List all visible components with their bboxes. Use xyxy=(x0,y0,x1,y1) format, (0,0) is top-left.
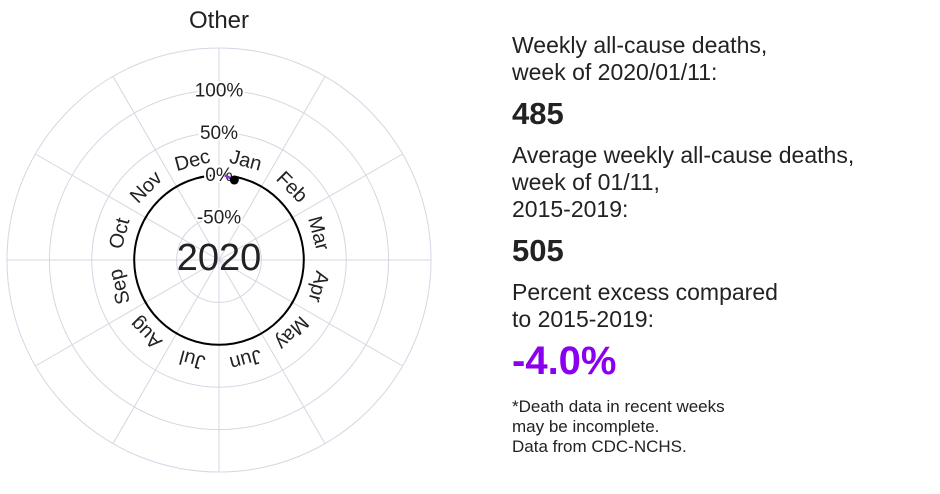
grid-spoke xyxy=(35,259,220,367)
info-panel: Weekly all-cause deaths, week of 2020/01… xyxy=(512,32,922,457)
month-label: Oct xyxy=(105,215,134,251)
center-year-label: 2020 xyxy=(177,237,262,279)
grid-ring xyxy=(6,47,432,473)
weekly-deaths-value: 485 xyxy=(512,96,564,131)
month-label: Aug xyxy=(126,312,167,353)
month-label: Sep xyxy=(105,267,135,307)
grid-spoke xyxy=(112,259,220,444)
radial-tick-label: 50% xyxy=(200,123,238,144)
data-footnote: *Death data in recent weeks may be incom… xyxy=(512,397,725,456)
average-deaths-label: Average weekly all-cause deaths, week of… xyxy=(512,142,855,222)
grid-spoke xyxy=(218,259,326,444)
average-deaths-value: 505 xyxy=(512,233,564,268)
grid-spoke xyxy=(218,153,403,261)
percent-excess-label: Percent excess compared to 2015-2019: xyxy=(512,279,778,332)
month-label: Mar xyxy=(303,214,333,253)
percent-excess-value: -4.0% xyxy=(512,339,617,383)
grid-spoke xyxy=(218,76,326,261)
current-week-point xyxy=(229,175,239,185)
weekly-deaths-label: Weekly all-cause deaths, week of 2020/01… xyxy=(512,32,768,85)
radial-chart: Other JanFebMarAprMayJunJulAugSepOctNovD… xyxy=(6,7,432,473)
radial-tick-label: 100% xyxy=(195,80,244,101)
month-label: Feb xyxy=(272,167,312,207)
radial-tick-label: -50% xyxy=(197,208,241,229)
grid-ring xyxy=(176,217,262,303)
series-layer xyxy=(224,174,239,185)
grid-spoke xyxy=(35,153,220,261)
grid-ring xyxy=(48,89,390,431)
month-label: Jun xyxy=(227,344,264,374)
grid-spoke xyxy=(112,76,220,261)
grid-ring xyxy=(91,132,347,388)
baseline-ring xyxy=(133,174,305,346)
radial-tick-labels: 100% 50% 0% -50% xyxy=(193,78,246,230)
month-label: Apr xyxy=(303,269,332,305)
month-label: Jul xyxy=(177,345,207,373)
month-label: Nov xyxy=(126,167,167,208)
month-label: May xyxy=(270,311,312,353)
grid-spoke xyxy=(218,259,403,367)
polar-grid xyxy=(6,47,432,473)
chart-title: Other xyxy=(189,7,249,34)
radial-tick-label: 0% xyxy=(205,165,233,186)
